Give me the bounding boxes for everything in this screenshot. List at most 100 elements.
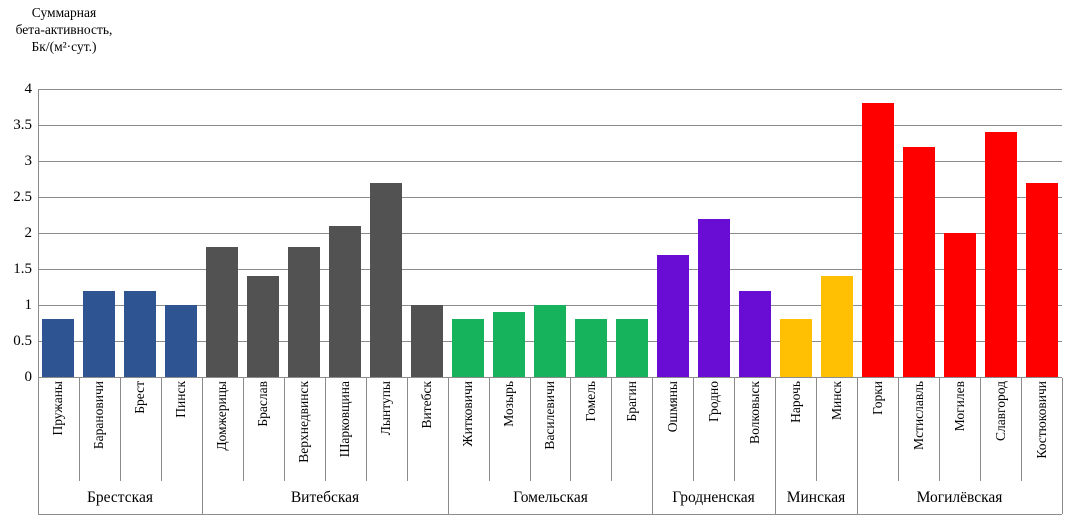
city-separator	[530, 378, 531, 481]
x-tick-label-Брест: Брест	[132, 381, 147, 414]
y-tick-label-1.5: 1.5	[13, 261, 32, 277]
bar-Шарковщина	[329, 226, 361, 377]
bar-Витебск	[411, 305, 443, 377]
bar-Славгород	[985, 132, 1017, 377]
gridline-0	[38, 377, 1062, 378]
y-tick-label-3: 3	[24, 153, 33, 169]
city-separator	[79, 378, 80, 481]
x-tick-label-Шарковщина: Шарковщина	[337, 381, 352, 458]
bar-Лынтупы	[370, 183, 402, 377]
city-separator	[1021, 378, 1022, 481]
city-separator	[898, 378, 899, 481]
city-separator	[980, 378, 981, 481]
x-tick-label-Славгород: Славгород	[993, 381, 1008, 442]
x-tick-label-Нарочь: Нарочь	[788, 381, 803, 423]
x-tick-label-Витебск: Витебск	[419, 381, 434, 429]
region-separator	[1062, 378, 1063, 514]
bar-Ошмяны	[657, 255, 689, 377]
city-separator	[366, 378, 367, 481]
city-separator	[693, 378, 694, 481]
bar-Мстиславль	[903, 147, 935, 377]
bar-Житковичи	[452, 319, 484, 377]
bar-Верхнедвинск	[288, 247, 320, 377]
x-tick-label-Домжерицы: Домжерицы	[214, 381, 229, 451]
x-tick-label-Браслав: Браслав	[255, 381, 270, 427]
y-tick-label-2: 2	[24, 225, 33, 241]
bar-Гродно	[698, 219, 730, 377]
city-separator	[816, 378, 817, 481]
region-separator	[448, 378, 449, 514]
category-axis-bottom-line	[38, 514, 1062, 515]
region-separator	[857, 378, 858, 514]
bar-Волковыск	[739, 291, 771, 377]
bar-Минск	[821, 276, 853, 377]
x-tick-label-Лынтупы: Лынтупы	[378, 381, 393, 436]
bar-Могилев	[944, 233, 976, 377]
bar-Домжерицы	[206, 247, 238, 377]
x-tick-label-Пинск: Пинск	[173, 381, 188, 418]
city-separator	[489, 378, 490, 481]
y-axis-title-line1: Суммарная	[31, 5, 97, 20]
bar-Барановичи	[83, 291, 115, 377]
bar-Костюковичи	[1026, 183, 1058, 377]
x-tick-label-Горки: Горки	[870, 381, 885, 415]
x-tick-label-Гомель: Гомель	[583, 381, 598, 422]
city-separator	[161, 378, 162, 481]
bar-Нарочь	[780, 319, 812, 377]
city-separator	[120, 378, 121, 481]
city-separator	[407, 378, 408, 481]
x-tick-label-Мстиславль: Мстиславль	[911, 381, 926, 450]
gridline-4	[38, 89, 1062, 90]
y-tick-label-0.5: 0.5	[13, 333, 32, 349]
region-separator	[775, 378, 776, 514]
y-axis-title: Суммарная бета-активность, Бк/(м²·сут.)	[6, 4, 122, 55]
y-axis-title-line3: Бк/(м²·сут.)	[31, 39, 97, 54]
x-tick-label-Верхнедвинск: Верхнедвинск	[296, 381, 311, 463]
bar-Пружаны	[42, 319, 74, 377]
bar-Брест	[124, 291, 156, 377]
x-tick-label-Гродно: Гродно	[706, 381, 721, 422]
x-tick-label-Ошмяны: Ошмяны	[665, 381, 680, 433]
region-label-Брестская: Брестская	[87, 489, 153, 506]
x-tick-label-Костюковичи: Костюковичи	[1034, 381, 1049, 459]
region-label-Гродненская: Гродненская	[672, 489, 755, 506]
y-tick-label-1: 1	[24, 297, 33, 313]
gridline-1.5	[38, 269, 1062, 270]
y-tick-label-0: 0	[24, 369, 33, 385]
y-tick-label-4: 4	[24, 81, 33, 97]
x-tick-label-Могилев: Могилев	[952, 381, 967, 432]
bar-Гомель	[575, 319, 607, 377]
bar-Пинск	[165, 305, 197, 377]
region-label-Гомельская: Гомельская	[513, 489, 588, 506]
y-tick-label-2.5: 2.5	[13, 189, 32, 205]
region-label-Минская: Минская	[786, 489, 846, 506]
city-separator	[939, 378, 940, 481]
region-separator	[38, 378, 39, 514]
city-separator	[734, 378, 735, 481]
bar-Горки	[862, 103, 894, 377]
y-axis-title-line2: бета-активность,	[15, 22, 113, 37]
region-separator	[202, 378, 203, 514]
gridline-3.5	[38, 125, 1062, 126]
x-tick-label-Житковичи: Житковичи	[460, 381, 475, 447]
x-tick-label-Мозырь: Мозырь	[501, 381, 516, 427]
city-separator	[611, 378, 612, 481]
region-label-Могилёвская: Могилёвская	[916, 489, 1003, 506]
x-tick-label-Барановичи: Барановичи	[91, 381, 106, 450]
gridline-2	[38, 233, 1062, 234]
gridline-2.5	[38, 197, 1062, 198]
gridline-3	[38, 161, 1062, 162]
x-tick-label-Волковыск: Волковыск	[747, 381, 762, 444]
x-tick-label-Брагин: Брагин	[624, 381, 639, 422]
y-axis-line	[38, 89, 39, 377]
x-tick-label-Пружаны: Пружаны	[50, 381, 65, 436]
bar-Василевичи	[534, 305, 566, 377]
y-tick-label-3.5: 3.5	[13, 117, 32, 133]
city-separator	[243, 378, 244, 481]
city-separator	[325, 378, 326, 481]
city-separator	[284, 378, 285, 481]
city-separator	[570, 378, 571, 481]
bar-Мозырь	[493, 312, 525, 377]
x-tick-label-Василевичи: Василевичи	[542, 381, 557, 450]
